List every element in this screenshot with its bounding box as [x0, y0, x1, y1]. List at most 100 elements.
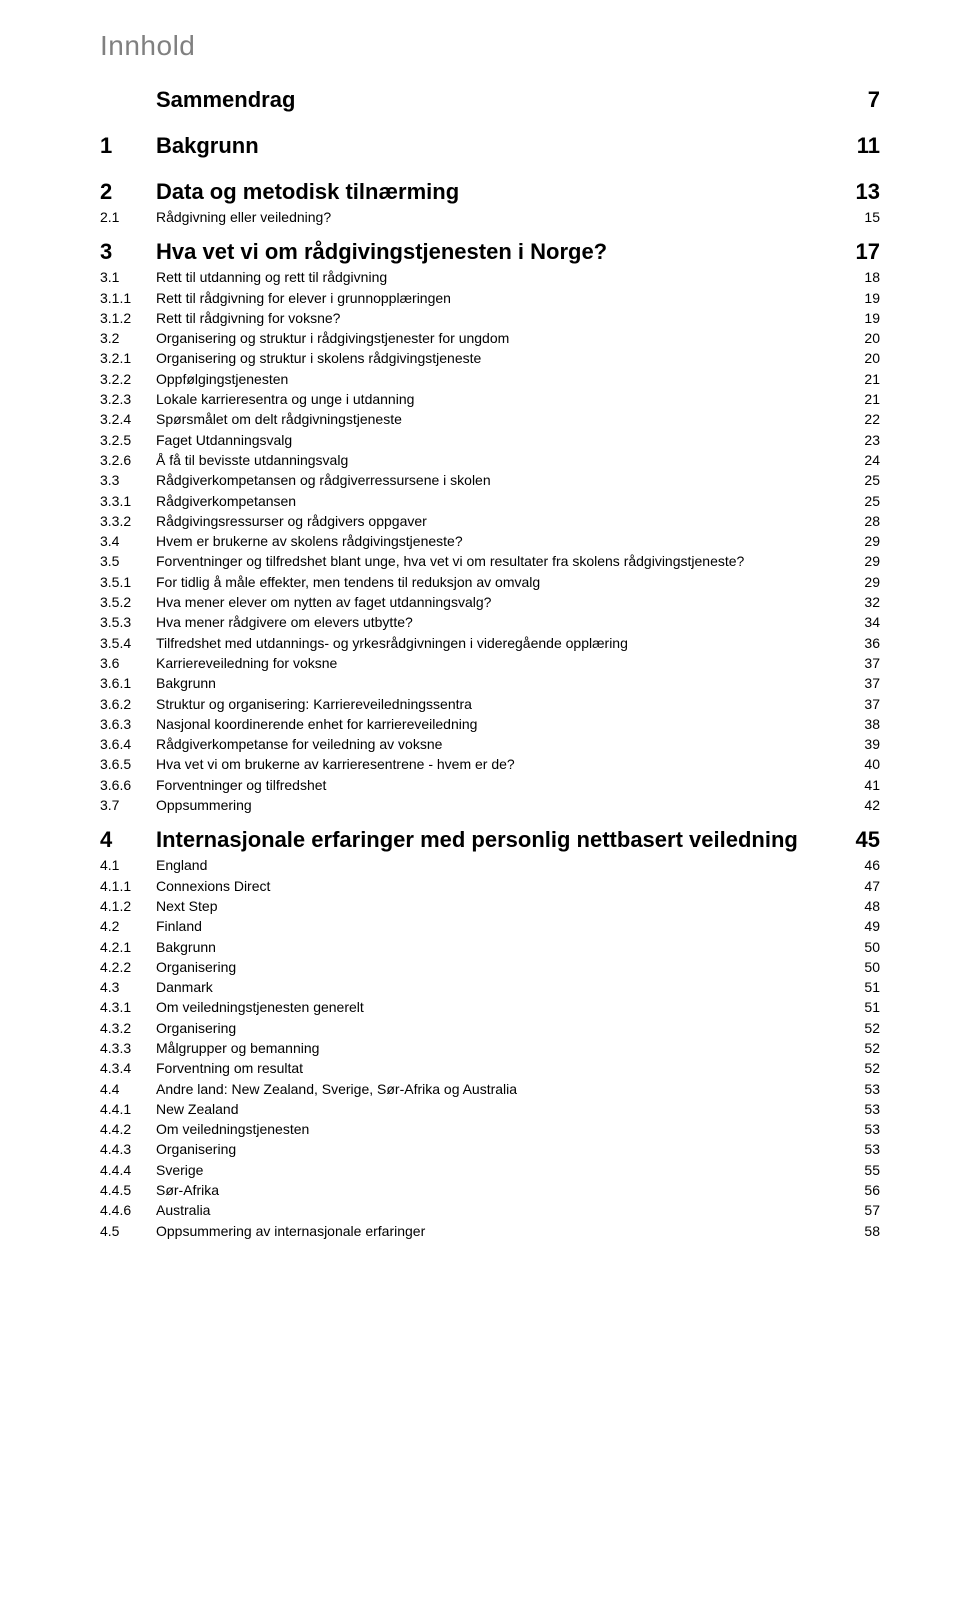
toc-entry-page: 20 [830, 348, 880, 368]
toc-entry-page: 52 [830, 1058, 880, 1078]
toc-item-row: 3.5.4Tilfredshet med utdannings- og yrke… [100, 633, 880, 653]
toc-entry-page: 50 [830, 957, 880, 977]
toc-entry-number: 4.3.1 [100, 997, 156, 1017]
toc-section-row: 4Internasjonale erfaringer med personlig… [100, 827, 880, 853]
toc-entry-page: 48 [830, 896, 880, 916]
toc-item-row: 3.3.2Rådgivingsressurser og rådgivers op… [100, 511, 880, 531]
toc-entry-page: 32 [830, 592, 880, 612]
toc-entry-page: 13 [830, 179, 880, 205]
toc-entry-page: 18 [830, 267, 880, 287]
toc-item-row: 4.5Oppsummering av internasjonale erfari… [100, 1221, 880, 1241]
toc-entry-title: Oppsummering [156, 795, 830, 815]
toc-item-row: 4.2.1Bakgrunn50 [100, 937, 880, 957]
toc-entry-title: Rådgivingsressurser og rådgivers oppgave… [156, 511, 830, 531]
toc-item-row: 3.2Organisering og struktur i rådgivings… [100, 328, 880, 348]
toc-item-row: 4.4.6Australia57 [100, 1200, 880, 1220]
toc-entry-page: 57 [830, 1200, 880, 1220]
toc-entry-page: 41 [830, 775, 880, 795]
toc-entry-title: Next Step [156, 896, 830, 916]
toc-item-row: 4.1England46 [100, 855, 880, 875]
toc-entry-title: Organisering og struktur i skolens rådgi… [156, 348, 830, 368]
toc-entry-page: 45 [830, 827, 880, 853]
toc-entry-number: 3.5.1 [100, 572, 156, 592]
toc-entry-number: 3.6.4 [100, 734, 156, 754]
toc-item-row: 3.2.1Organisering og struktur i skolens … [100, 348, 880, 368]
toc-item-row: 3.1Rett til utdanning og rett til rådgiv… [100, 267, 880, 287]
toc-item-row: 4.1.2Next Step48 [100, 896, 880, 916]
toc-entry-number: 4.4.3 [100, 1139, 156, 1159]
toc-item-row: 3.2.4Spørsmålet om delt rådgivningstjene… [100, 409, 880, 429]
toc-entry-page: 40 [830, 754, 880, 774]
toc-entry-number: 4.2.2 [100, 957, 156, 977]
toc-entry-number: 3 [100, 239, 156, 265]
toc-entry-page: 47 [830, 876, 880, 896]
toc-entry-page: 37 [830, 673, 880, 693]
toc-entry-page: 42 [830, 795, 880, 815]
toc-entry-number: 3.5 [100, 551, 156, 571]
toc-item-row: 4.3.3Målgrupper og bemanning52 [100, 1038, 880, 1058]
toc-entry-number: 4.5 [100, 1221, 156, 1241]
toc-item-row: 3.6.3Nasjonal koordinerende enhet for ka… [100, 714, 880, 734]
toc-entry-page: 51 [830, 977, 880, 997]
toc-entry-number: 4.4 [100, 1079, 156, 1099]
toc-entry-number: 3.3.1 [100, 491, 156, 511]
toc-entry-number: 3.1 [100, 267, 156, 287]
toc-item-row: 3.6.4Rådgiverkompetanse for veiledning a… [100, 734, 880, 754]
toc-entry-number: 3.2.6 [100, 450, 156, 470]
toc-entry-title: Finland [156, 916, 830, 936]
toc-entry-title: Hva mener rådgivere om elevers utbytte? [156, 612, 830, 632]
toc-entry-page: 51 [830, 997, 880, 1017]
toc-entry-page: 37 [830, 694, 880, 714]
toc-entry-title: Rett til utdanning og rett til rådgivnin… [156, 267, 830, 287]
toc-entry-page: 58 [830, 1221, 880, 1241]
table-of-contents: Sammendrag71Bakgrunn112Data og metodisk … [100, 87, 880, 1241]
toc-entry-number: 3.5.3 [100, 612, 156, 632]
toc-entry-page: 34 [830, 612, 880, 632]
toc-item-row: 3.1.2Rett til rådgivning for voksne?19 [100, 308, 880, 328]
toc-entry-title: Bakgrunn [156, 133, 830, 159]
toc-entry-number: 3.2 [100, 328, 156, 348]
toc-section-row: 2Data og metodisk tilnærming13 [100, 179, 880, 205]
toc-entry-page: 21 [830, 369, 880, 389]
toc-entry-number: 3.3.2 [100, 511, 156, 531]
toc-entry-title: Å få til bevisste utdanningsvalg [156, 450, 830, 470]
toc-entry-page: 28 [830, 511, 880, 531]
toc-entry-title: Spørsmålet om delt rådgivningstjeneste [156, 409, 830, 429]
toc-item-row: 3.5.2Hva mener elever om nytten av faget… [100, 592, 880, 612]
toc-entry-title: Australia [156, 1200, 830, 1220]
toc-entry-page: 29 [830, 572, 880, 592]
toc-item-row: 4.3Danmark51 [100, 977, 880, 997]
toc-section-row: 3Hva vet vi om rådgivingstjenesten i Nor… [100, 239, 880, 265]
toc-entry-title: Rett til rådgivning for elever i grunnop… [156, 288, 830, 308]
toc-item-row: 2.1Rådgivning eller veiledning?15 [100, 207, 880, 227]
toc-entry-number: 3.6.6 [100, 775, 156, 795]
toc-entry-title: Forventninger og tilfredshet blant unge,… [156, 551, 830, 571]
toc-entry-number: 1 [100, 133, 156, 159]
toc-entry-title: Organisering [156, 1139, 830, 1159]
toc-entry-page: 52 [830, 1018, 880, 1038]
toc-item-row: 4.1.1Connexions Direct47 [100, 876, 880, 896]
toc-entry-page: 56 [830, 1180, 880, 1200]
toc-entry-title: Data og metodisk tilnærming [156, 179, 830, 205]
toc-entry-number: 4.3.3 [100, 1038, 156, 1058]
toc-entry-page: 19 [830, 308, 880, 328]
toc-item-row: 3.5.1For tidlig å måle effekter, men ten… [100, 572, 880, 592]
toc-item-row: 3.4Hvem er brukerne av skolens rådgiving… [100, 531, 880, 551]
toc-entry-title: Oppsummering av internasjonale erfaringe… [156, 1221, 830, 1241]
toc-item-row: 4.2.2Organisering50 [100, 957, 880, 977]
toc-item-row: 3.2.2Oppfølgingstjenesten21 [100, 369, 880, 389]
toc-entry-page: 11 [830, 133, 880, 159]
toc-entry-title: Danmark [156, 977, 830, 997]
toc-entry-title: Sør-Afrika [156, 1180, 830, 1200]
toc-item-row: 3.2.3Lokale karrieresentra og unge i utd… [100, 389, 880, 409]
toc-entry-page: 53 [830, 1139, 880, 1159]
toc-entry-title: Hvem er brukerne av skolens rådgivingstj… [156, 531, 830, 551]
toc-item-row: 3.7Oppsummering42 [100, 795, 880, 815]
toc-entry-number: 3.2.2 [100, 369, 156, 389]
toc-entry-number: 3.1.2 [100, 308, 156, 328]
toc-item-row: 3.5.3Hva mener rådgivere om elevers utby… [100, 612, 880, 632]
toc-entry-page: 38 [830, 714, 880, 734]
toc-entry-title: Hva mener elever om nytten av faget utda… [156, 592, 830, 612]
toc-section-row: 1Bakgrunn11 [100, 133, 880, 159]
toc-entry-title: Rådgivning eller veiledning? [156, 207, 830, 227]
